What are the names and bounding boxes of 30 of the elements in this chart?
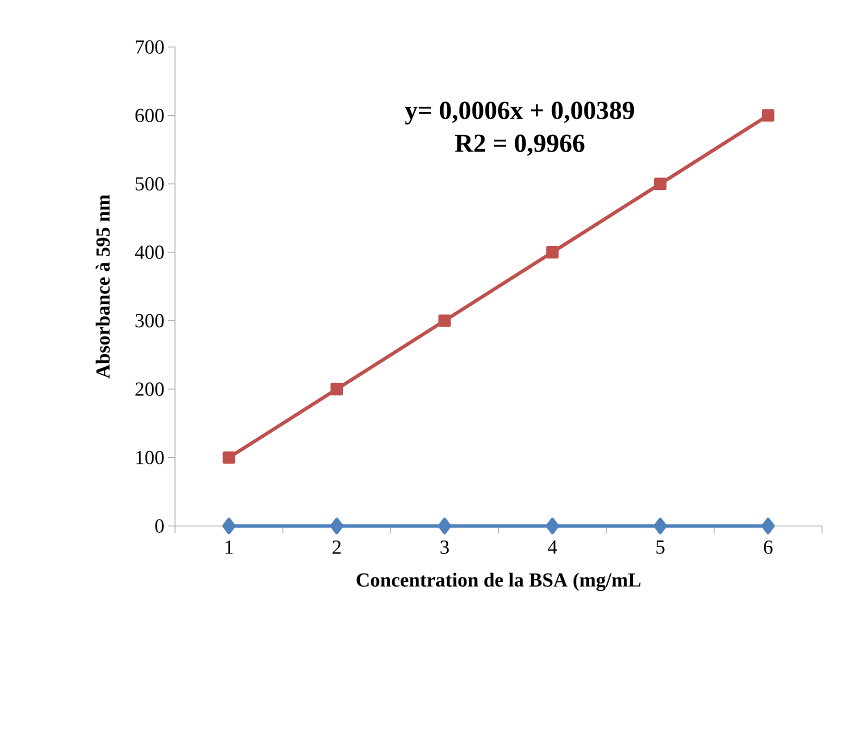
point [222, 518, 236, 534]
point [546, 518, 560, 534]
annotation: R2 = 0,9966 [454, 134, 584, 156]
y-tick-label: 500 [136, 177, 164, 191]
point [546, 246, 559, 259]
point [438, 518, 452, 534]
point [330, 382, 343, 396]
x-tick-label: 3 [440, 540, 449, 554]
x-tick-label: 2 [332, 540, 341, 554]
y-tick-label: 400 [134, 246, 164, 259]
y-tick-label: 0 [155, 519, 164, 533]
point [654, 178, 666, 190]
y-tick-label: 300 [136, 314, 164, 328]
point [330, 518, 344, 534]
y-axis-title: Absorbance à 595 nm [96, 194, 110, 378]
x-tick-label: 1 [226, 540, 233, 554]
y-tick-label: 600 [135, 108, 164, 122]
x-axis-title: Concentration de la BSA (mg/mL [356, 572, 640, 591]
x-tick-label: 6 [764, 540, 772, 554]
x-tick-label: 4 [548, 540, 558, 554]
y-tick-label: 200 [135, 382, 164, 396]
point [438, 314, 451, 327]
point [762, 109, 774, 122]
y-tick-label: 100 [136, 450, 164, 464]
point [761, 518, 775, 534]
annotation: y= 0,0006x + 0,00389 [404, 102, 634, 124]
point [654, 518, 667, 534]
y-tick-label: 700 [136, 40, 164, 54]
x-tick-label: 5 [656, 540, 664, 554]
point [222, 451, 236, 464]
